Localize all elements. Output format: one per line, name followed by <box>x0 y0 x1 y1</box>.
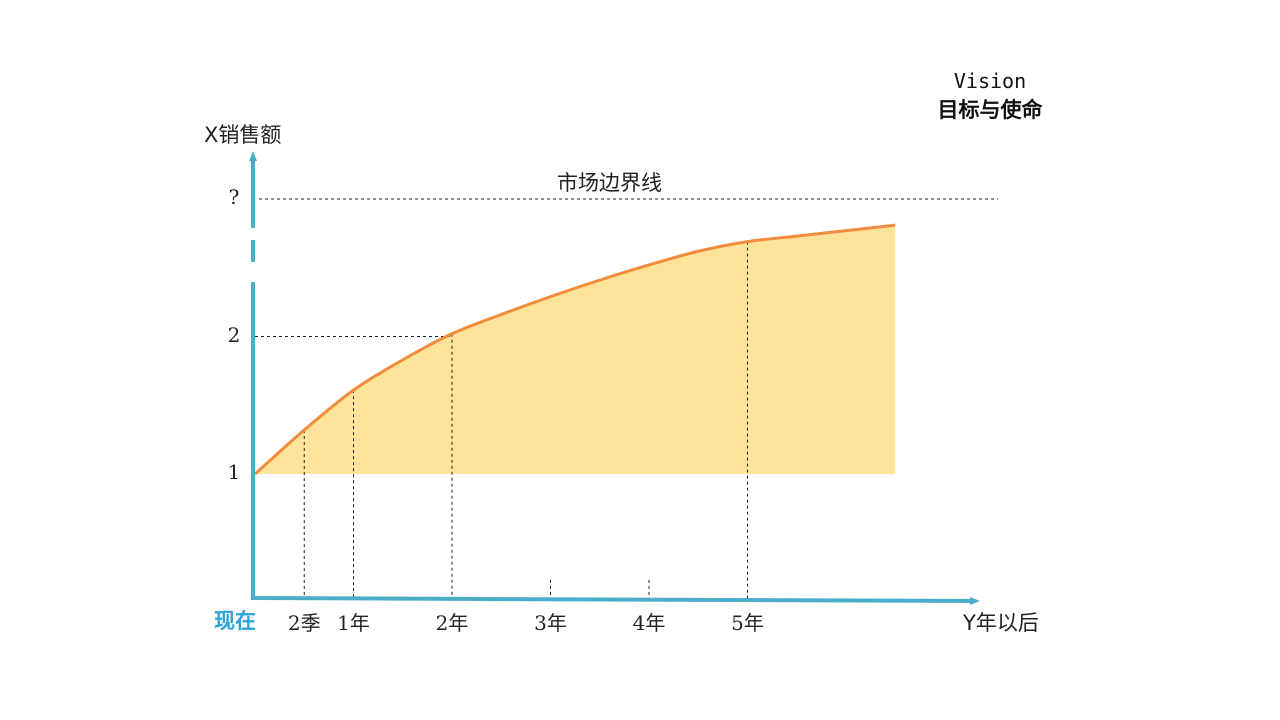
growth-curve-layer <box>254 223 896 476</box>
y-axis-title: X销售额 <box>204 123 282 147</box>
y-tick-label: ? <box>228 185 240 209</box>
growth-area-layer <box>255 225 896 474</box>
growth-curve <box>254 223 896 476</box>
x-tick-label: 2季 <box>287 611 321 635</box>
origin-label: 现在 <box>214 609 256 633</box>
y-tick-label: 1 <box>227 460 241 484</box>
y-tick-label: 2 <box>227 322 241 347</box>
x-tick-label: 3年 <box>534 611 567 635</box>
x-axis-arrow <box>250 596 980 605</box>
growth-area <box>255 225 896 474</box>
vision-subtitle: 目标与使命 <box>937 98 1043 122</box>
axes-layer <box>249 151 980 605</box>
x-tick-label: 2年 <box>435 611 469 635</box>
vision-title: Vision <box>953 69 1027 93</box>
boundary-label: 市场边界线 <box>557 171 662 195</box>
x-tick-label: 5年 <box>731 611 764 635</box>
x-axis-title: Y年以后 <box>963 611 1039 635</box>
x-tick-label: 1年 <box>337 611 370 635</box>
x-tick-label: 4年 <box>632 611 666 635</box>
guide-lines-layer <box>255 198 998 598</box>
